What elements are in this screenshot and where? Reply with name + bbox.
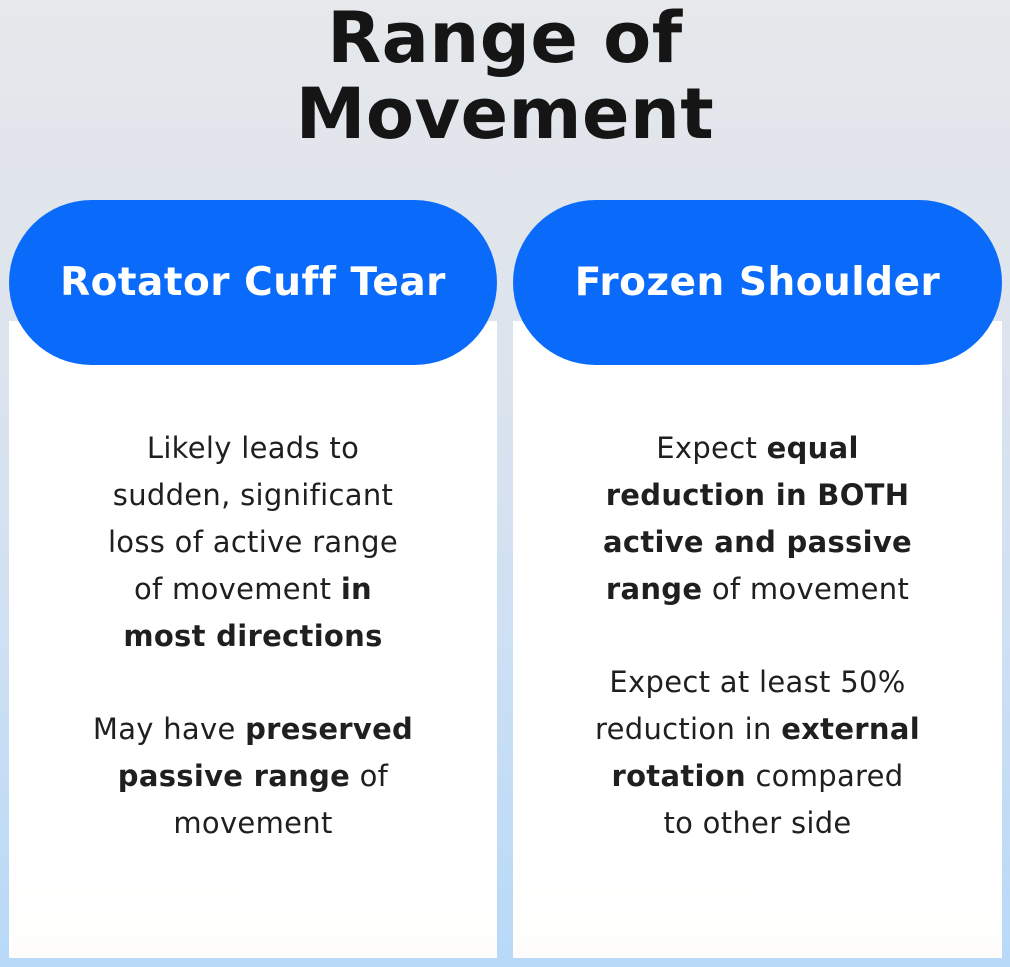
text-line: rotation compared (541, 753, 974, 800)
text-line: active and passive (541, 519, 974, 566)
text-segment: loss of active range (107, 525, 399, 559)
paragraph: Expect equal reduction in BOTH active and … (541, 425, 974, 613)
card-rotator-cuff-tear: Rotator Cuff Tear Likely leads to sudden,… (9, 200, 497, 958)
bold-text-segment: equal (766, 431, 859, 465)
text-line: reduction in BOTH (541, 472, 974, 519)
text-line: Likely leads to (37, 425, 469, 472)
text-line: most directions (37, 613, 469, 660)
paragraph: May have preserved passive range of moveme… (37, 706, 469, 847)
text-segment: of (350, 759, 389, 793)
card-body-rotator-cuff-tear: Likely leads to sudden, significant loss o… (9, 321, 497, 893)
text-line: May have preserved (37, 706, 469, 753)
bold-text-segment: preserved (245, 712, 414, 746)
text-segment: Likely leads to (146, 431, 360, 465)
text-line: range of movement (541, 566, 974, 613)
text-line: sudden, significant (37, 472, 469, 519)
text-segment: of movement (133, 572, 341, 606)
bold-text-segment: most directions (123, 619, 383, 653)
bold-text-segment: rotation (611, 759, 746, 793)
card-frozen-shoulder: Frozen Shoulder Expect equal reduction in… (513, 200, 1002, 958)
text-segment: compared (745, 759, 904, 793)
text-segment: movement (173, 806, 333, 840)
text-line: to other side (541, 800, 974, 847)
page-title: Range of Movement (0, 0, 1010, 152)
text-line: loss of active range (37, 519, 469, 566)
text-line: Expect at least 50% (541, 659, 974, 706)
bold-text-segment: active and passive (602, 525, 913, 559)
bold-text-segment: passive range (117, 759, 351, 793)
page-title-line-1: Range of (327, 0, 683, 79)
card-header-label: Frozen Shoulder (574, 260, 941, 305)
text-line: movement (37, 800, 469, 847)
text-segment: May have (92, 712, 246, 746)
text-line: of movement in (37, 566, 469, 613)
card-header-label: Rotator Cuff Tear (60, 260, 446, 305)
card-body-frozen-shoulder: Expect equal reduction in BOTH active and … (513, 321, 1002, 893)
paragraph: Expect at least 50% reduction in external… (541, 659, 974, 847)
text-segment: of movement (702, 572, 910, 606)
bold-text-segment: reduction in BOTH (605, 478, 910, 512)
bold-text-segment: external (781, 712, 920, 746)
paragraph: Likely leads to sudden, significant loss o… (37, 425, 469, 660)
card-header-pill-rotator-cuff-tear: Rotator Cuff Tear (9, 200, 497, 365)
text-segment: to other side (663, 806, 852, 840)
text-line: reduction in external (541, 706, 974, 753)
text-line: Expect equal (541, 425, 974, 472)
card-header-pill-frozen-shoulder: Frozen Shoulder (513, 200, 1002, 365)
page-title-line-2: Movement (295, 73, 715, 155)
text-segment: Expect at least 50% (609, 665, 906, 699)
bold-text-segment: range (605, 572, 703, 606)
text-line: passive range of (37, 753, 469, 800)
text-segment: sudden, significant (112, 478, 394, 512)
text-segment: Expect (656, 431, 767, 465)
bold-text-segment: in (340, 572, 372, 606)
text-segment: reduction in (595, 712, 782, 746)
